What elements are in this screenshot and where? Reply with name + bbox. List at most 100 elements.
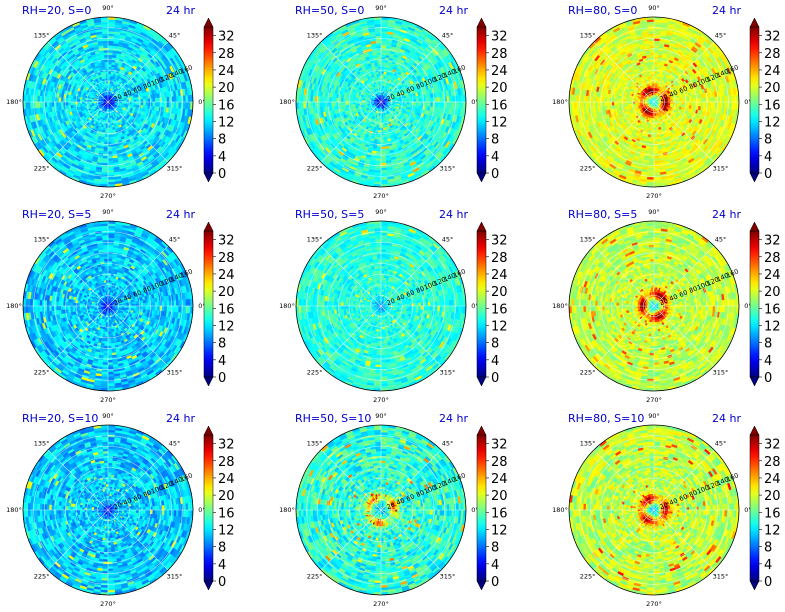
heatmap-cell [104,139,109,143]
heatmap-cell [60,101,64,107]
colorbar-extend-max [203,17,214,28]
heatmap-cell [107,134,112,138]
heatmap-cell [107,148,113,152]
heatmap-cell [55,101,59,107]
heatmap-cell [377,137,382,140]
heatmap-cell [107,130,111,133]
heatmap-cell [107,64,112,67]
heatmap-cell [104,134,109,138]
heatmap-cell [380,64,385,67]
heatmap-cell [103,49,109,53]
heatmap-cell [380,134,385,138]
colorbar-tick-label: 28 [218,47,235,62]
heatmap-cell [380,66,385,70]
heatmap-cell [105,125,109,129]
panel-time-label: 24 hr [166,4,195,17]
angle-tick-label: 225° [34,164,50,172]
colorbar-tick-label: 8 [218,133,226,148]
heatmap-cell [378,125,382,129]
heatmap-cell [418,101,422,106]
heatmap-cell [154,97,158,103]
heatmap-cell [145,101,149,106]
heatmap-cell [380,139,385,143]
heatmap-cell [378,127,382,131]
heatmap-cell [107,139,112,143]
panel-title: RH=20, S=0 [22,4,91,17]
colorbar-tick-label: 16 [218,98,235,113]
heatmap-cell [333,101,337,107]
heatmap-cell [157,101,161,107]
heatmap-cell [104,64,109,67]
heatmap-cell [107,61,112,65]
colorbar-tick-label: 4 [218,150,226,165]
heatmap-cell [354,99,358,103]
heatmap-cell [104,137,109,140]
heatmap-cell [154,101,158,107]
heatmap-cell [413,101,417,106]
heatmap-cell [416,98,419,103]
heatmap-cell [77,101,80,105]
heatmap-cell [131,101,135,105]
heatmap-cell [72,101,76,106]
heatmap-cell [107,137,112,140]
heatmap-cell [143,98,146,103]
heatmap-cell [380,52,386,56]
heatmap-cell [376,49,382,53]
heatmap-cell [81,99,85,103]
heatmap-cell [380,71,384,74]
heatmap-cell [140,98,144,103]
colorbar-tick-label: 32 [218,30,235,45]
heatmap-cell [352,99,356,103]
colorbar-tick-label: 24 [218,64,235,79]
heatmap-cell [416,101,419,106]
heatmap-cell [107,71,111,74]
heatmap-cell [331,97,335,103]
angle-tick-label: 315° [167,164,183,172]
heatmap-cell [345,101,349,106]
heatmap-cell [328,101,332,107]
heatmap-cell [104,61,109,65]
heatmap-cell [413,98,417,103]
heatmap-cell [133,101,137,105]
polar-panel-2: 0°45°90°135°180°225°270°315°20 40 60 801001… [279,4,507,200]
heatmap-cell [103,151,109,155]
heatmap-cell [70,98,73,103]
heatmap-cell [70,101,73,106]
heatmap-cell [107,151,113,155]
heatmap-cell [107,54,113,58]
heatmap-cell [409,101,412,105]
polar-panel-1: 0°45°90°135°180°225°270°315°20 40 60 801001… [6,4,234,200]
heatmap-cell [333,97,337,103]
heatmap-cell [345,98,349,103]
heatmap-cell [136,99,139,103]
heatmap-cell [343,98,346,103]
angle-tick-label: 135° [34,32,50,40]
heatmap-cell [427,97,431,103]
heatmap-cell [377,139,382,143]
heatmap-cell [103,146,109,150]
heatmap-cell [105,71,109,74]
heatmap-cell [425,101,429,107]
heatmap-cell [378,130,382,133]
heatmap-cell [103,54,109,58]
heatmap-cell [376,146,382,150]
angle-tick-label: 90° [102,4,114,12]
heatmap-cell [105,127,109,131]
heatmap-cell [67,101,71,106]
heatmap-cell [107,49,113,53]
angle-tick-label: 180° [6,98,22,106]
heatmap-cell [404,101,408,105]
heatmap-cell [60,97,64,103]
heatmap-cell [377,66,382,70]
heatmap-cell [152,97,156,103]
heatmap-cell [107,146,113,150]
heatmap-cell [67,98,71,103]
heatmap-cell [107,75,111,79]
heatmap-cell [58,101,62,107]
heatmap-cell [377,64,382,67]
heatmap-cell [380,73,384,77]
heatmap-cell [430,101,434,107]
heatmap-cell [377,61,382,65]
